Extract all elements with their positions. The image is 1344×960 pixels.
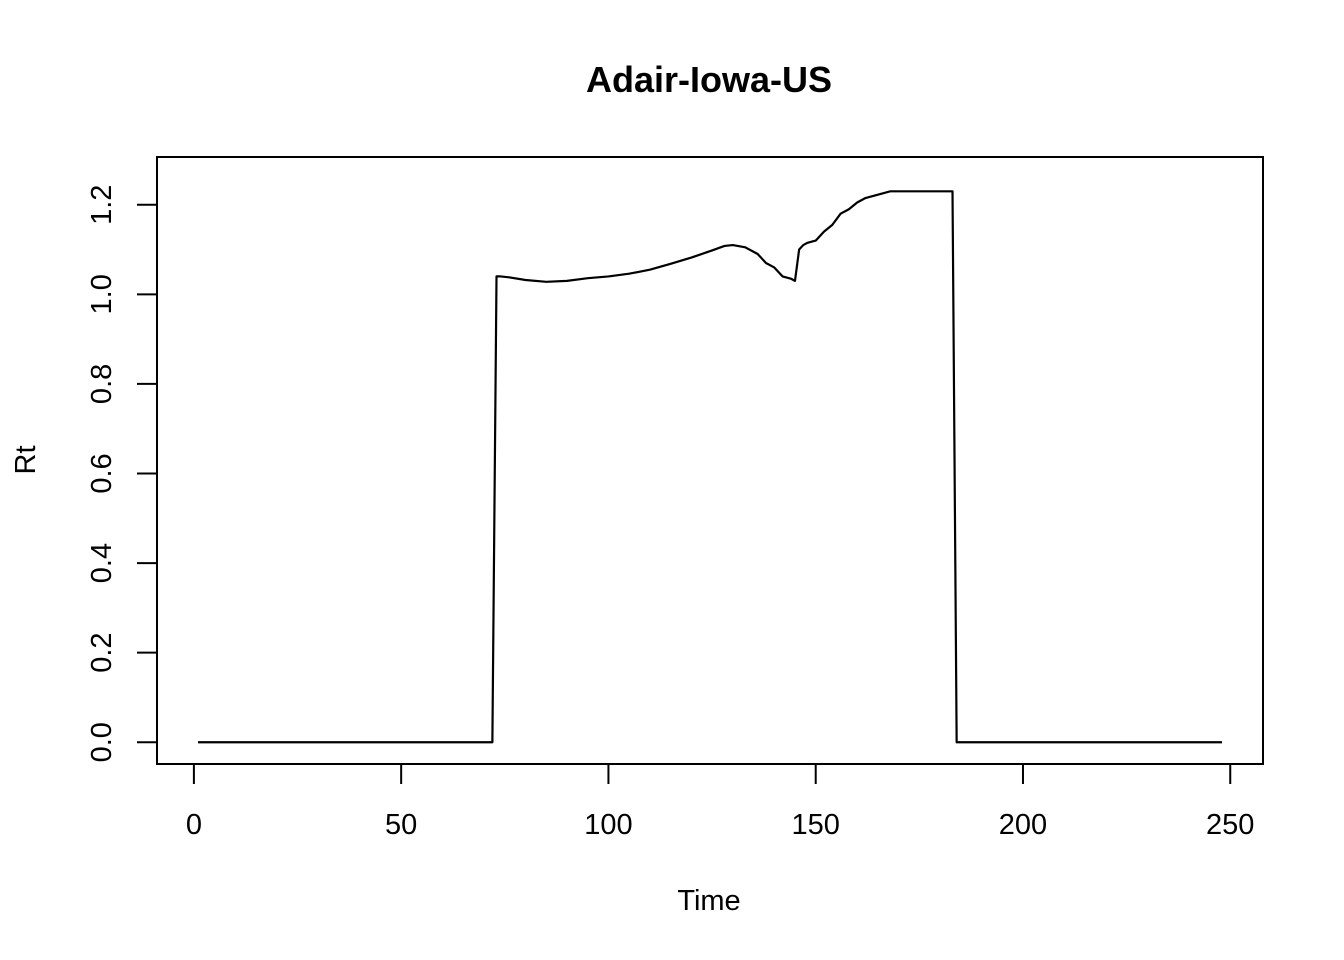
- x-tick-label: 250: [1206, 809, 1254, 841]
- y-axis-label: Rt: [10, 446, 42, 475]
- x-tick-label: 0: [186, 809, 202, 841]
- y-tick-label: 0.8: [86, 364, 118, 404]
- y-tick-label: 0.2: [86, 632, 118, 672]
- series-layer: [198, 190, 1222, 744]
- x-tick-label: 150: [792, 809, 840, 841]
- x-axis: 0 50 100 150 200 250: [186, 763, 1254, 841]
- y-axis: 0.0 0.2 0.4 0.6 0.8 1.0 1.2: [86, 185, 158, 762]
- x-axis-label: Time: [677, 885, 740, 917]
- y-tick-label: 0.6: [86, 453, 118, 493]
- y-tick-label: 1.2: [86, 185, 118, 225]
- series-line: [198, 190, 1222, 744]
- x-tick-label: 200: [999, 809, 1047, 841]
- chart-title: Adair-Iowa-US: [586, 59, 832, 100]
- plot-frame: [156, 156, 1264, 765]
- y-tick-label: 1.0: [86, 274, 118, 314]
- x-tick-label: 100: [584, 809, 632, 841]
- y-tick-label: 0.4: [86, 543, 118, 583]
- x-tick-label: 50: [385, 809, 417, 841]
- y-tick-label: 0.0: [86, 722, 118, 762]
